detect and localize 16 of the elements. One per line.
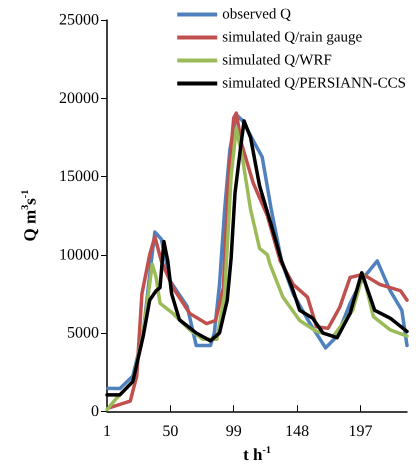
legend-label: observed Q [222,6,292,22]
x-tick-label: 1 [103,422,111,440]
x-tick-label: 197 [348,422,372,440]
legend-label: simulated Q/WRF [222,52,332,68]
legend-label: simulated Q/rain gauge [222,30,363,46]
y-tick-label: 5000 [67,324,99,342]
y-axis-title: Q m3s-1 [20,190,40,242]
y-tick-label: 0 [91,402,99,420]
y-tick-label: 15000 [59,168,99,185]
y-tick-label: 10000 [59,246,99,264]
y-tick-label: 25000 [59,12,99,28]
x-tick-label: 99 [226,422,242,440]
x-tick-label: 50 [162,422,178,440]
y-tick-label: 20000 [59,90,99,107]
legend-label: simulated Q/PERSIANN-CCS [222,76,406,92]
x-tick-label: 148 [285,422,310,440]
